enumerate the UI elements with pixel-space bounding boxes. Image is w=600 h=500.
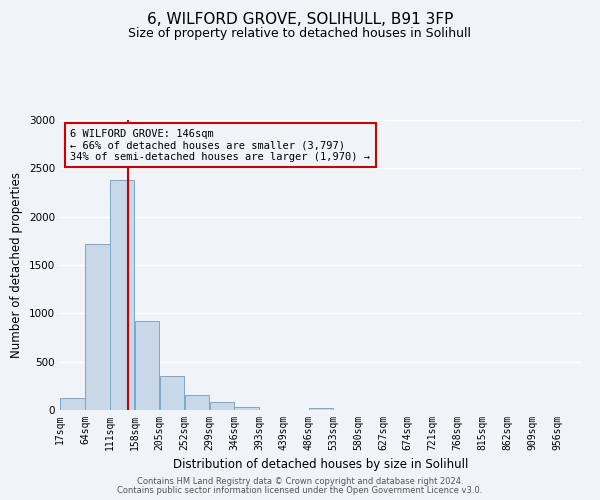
Text: 6 WILFORD GROVE: 146sqm
← 66% of detached houses are smaller (3,797)
34% of semi: 6 WILFORD GROVE: 146sqm ← 66% of detache… [70, 128, 370, 162]
Bar [135, 321, 159, 410]
Y-axis label: Number of detached properties: Number of detached properties [10, 172, 23, 358]
Bar [60, 398, 85, 410]
Text: Size of property relative to detached houses in Solihull: Size of property relative to detached ho… [128, 28, 472, 40]
Bar [160, 376, 184, 410]
Text: 6, WILFORD GROVE, SOLIHULL, B91 3FP: 6, WILFORD GROVE, SOLIHULL, B91 3FP [147, 12, 453, 28]
Bar [185, 395, 209, 410]
Text: Contains HM Land Registry data © Crown copyright and database right 2024.: Contains HM Land Registry data © Crown c… [137, 477, 463, 486]
Bar [85, 244, 110, 410]
X-axis label: Distribution of detached houses by size in Solihull: Distribution of detached houses by size … [173, 458, 469, 471]
Bar [235, 407, 259, 410]
Text: Contains public sector information licensed under the Open Government Licence v3: Contains public sector information licen… [118, 486, 482, 495]
Bar [209, 402, 234, 410]
Bar [308, 408, 333, 410]
Bar [110, 180, 134, 410]
